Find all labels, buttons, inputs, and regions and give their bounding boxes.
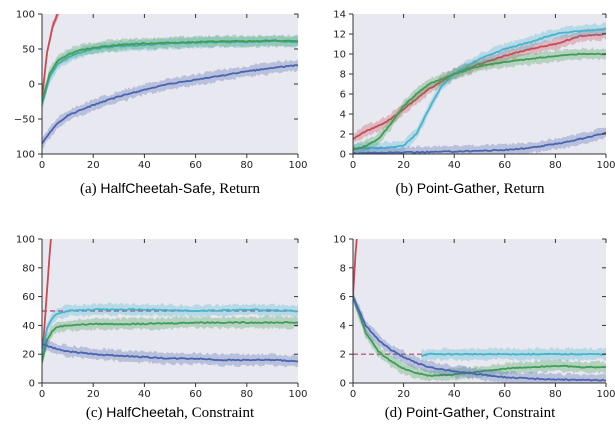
series-line-blue bbox=[353, 131, 606, 154]
caption-tag: (b) bbox=[395, 181, 414, 197]
caption-name: HalfCheetah-Safe bbox=[100, 180, 212, 196]
x-tick-label: 40 bbox=[138, 160, 151, 171]
x-tick-label: 60 bbox=[498, 389, 511, 400]
series-band-blue bbox=[353, 289, 606, 383]
caption-d: (d) Point-Gather, Constraint bbox=[325, 404, 615, 422]
x-tick-label: 60 bbox=[189, 160, 202, 171]
series-line-cyan bbox=[421, 352, 606, 357]
x-tick-label: 100 bbox=[288, 389, 307, 400]
x-tick-label: 20 bbox=[87, 389, 100, 400]
series-line-red bbox=[42, 14, 59, 99]
series-line-cyan bbox=[42, 308, 298, 355]
series-line-blue bbox=[42, 64, 298, 145]
series-band-green bbox=[42, 315, 298, 368]
x-tick-label: 20 bbox=[87, 160, 100, 171]
y-tick-label: 100 bbox=[16, 235, 35, 246]
caption-tag: (a) bbox=[79, 181, 97, 197]
x-tick-label: 40 bbox=[448, 160, 461, 171]
series-line-cyan bbox=[353, 27, 606, 150]
y-tick-label: 8 bbox=[340, 70, 346, 81]
x-tick-label: 80 bbox=[549, 160, 562, 171]
y-tick-label: 4 bbox=[340, 110, 346, 121]
x-tick-label: 100 bbox=[596, 389, 615, 400]
y-tick-label: 12 bbox=[333, 30, 346, 41]
y-tick-label: −50 bbox=[14, 115, 35, 126]
y-tick-label: 60 bbox=[22, 292, 35, 303]
y-tick-label: 8 bbox=[340, 263, 346, 274]
y-tick-label: 0 bbox=[29, 80, 35, 91]
y-tick-label: 20 bbox=[22, 350, 35, 361]
series-band-cyan bbox=[353, 22, 606, 154]
y-tick-label: 80 bbox=[22, 263, 35, 274]
y-tick-label: 40 bbox=[22, 321, 35, 332]
caption-tag: (c) bbox=[85, 405, 103, 421]
chart-b: 0 20 40 60 80 100 0 2 4 6 8 10 12 14 bbox=[333, 10, 615, 172]
series-line-blue bbox=[42, 343, 298, 363]
chart-c: 0 20 40 60 80 100 0 20 40 60 80 100 bbox=[16, 235, 308, 401]
caption-metric: , Constraint bbox=[485, 405, 556, 421]
y-tick-label: 10 bbox=[333, 235, 346, 246]
series-line-blue bbox=[353, 296, 606, 382]
caption-metric: , Return bbox=[211, 181, 261, 197]
chart-d: 0 20 40 60 80 100 0 2 4 6 8 10 bbox=[333, 235, 615, 401]
series-band-cyan bbox=[42, 302, 298, 360]
caption-name: Point-Gather bbox=[405, 404, 486, 420]
y-tick-label: 4 bbox=[340, 321, 346, 332]
series-band-green bbox=[353, 47, 606, 154]
y-tick-label: 2 bbox=[340, 130, 346, 141]
y-tick-label: 0 bbox=[340, 150, 346, 161]
x-tick-label: 20 bbox=[397, 160, 410, 171]
x-tick-label: 20 bbox=[397, 389, 410, 400]
series-band-red bbox=[353, 27, 606, 144]
x-tick-label: 0 bbox=[350, 160, 356, 171]
series-band-blue bbox=[353, 127, 606, 154]
y-tick-label: 100 bbox=[16, 10, 35, 21]
x-tick-label: 80 bbox=[549, 389, 562, 400]
caption-a: (a) HalfCheetah-Safe, Return bbox=[25, 180, 315, 198]
y-tick-label: 100 bbox=[16, 150, 35, 161]
y-tick-label: 50 bbox=[22, 45, 35, 56]
x-tick-label: 80 bbox=[240, 160, 253, 171]
y-tick-label: 0 bbox=[340, 379, 346, 390]
series-band-cyan bbox=[42, 35, 298, 112]
caption-metric: , Constraint bbox=[184, 405, 255, 421]
plot-area bbox=[353, 14, 606, 154]
series-line-green bbox=[42, 321, 298, 363]
caption-name: Point-Gather bbox=[416, 180, 497, 196]
y-tick-label: 6 bbox=[340, 292, 346, 303]
x-tick-label: 60 bbox=[498, 160, 511, 171]
caption-b: (b) Point-Gather, Return bbox=[325, 180, 615, 198]
series-line-red bbox=[353, 32, 606, 140]
y-tick-label: 6 bbox=[340, 90, 346, 101]
x-tick-label: 100 bbox=[596, 160, 615, 171]
x-tick-label: 80 bbox=[240, 389, 253, 400]
x-tick-label: 60 bbox=[189, 389, 202, 400]
x-tick-label: 40 bbox=[138, 389, 151, 400]
y-tick-label: 0 bbox=[29, 379, 35, 390]
x-tick-label: 0 bbox=[350, 389, 356, 400]
caption-c: (c) HalfCheetah, Constraint bbox=[25, 404, 315, 422]
x-tick-label: 100 bbox=[288, 160, 307, 171]
series-band-green bbox=[42, 34, 298, 107]
y-tick-label: 14 bbox=[333, 10, 346, 21]
y-tick-label: 10 bbox=[333, 50, 346, 61]
series-line-red bbox=[353, 239, 358, 297]
caption-tag: (d) bbox=[384, 405, 403, 421]
series-line-red bbox=[42, 239, 52, 362]
caption-metric: , Return bbox=[496, 181, 545, 197]
caption-name: HalfCheetah bbox=[106, 404, 185, 420]
x-tick-label: 0 bbox=[39, 389, 45, 400]
series-line-green bbox=[353, 52, 606, 151]
series-line-green bbox=[42, 39, 298, 102]
y-tick-label: 2 bbox=[340, 350, 346, 361]
x-tick-label: 0 bbox=[39, 160, 45, 171]
chart-a: 0 20 40 60 80 100 100 −50 0 50 100 bbox=[14, 10, 308, 172]
x-tick-label: 40 bbox=[448, 389, 461, 400]
plot-area bbox=[353, 239, 606, 383]
series-line-green bbox=[353, 296, 606, 377]
